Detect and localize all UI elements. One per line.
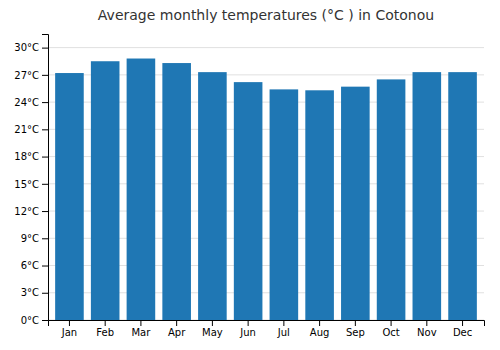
tick-mark [42, 48, 48, 49]
tick-mark [248, 320, 249, 326]
chart: 0°C 3°C 6°C 9°C 12°C 15°C 18°C 21°C 24°C 27°C 30°C… [0, 0, 500, 350]
tick-mark [42, 293, 48, 294]
tick: Jan [61, 320, 77, 338]
tick-mark [391, 320, 392, 326]
tick-label: 3°C [21, 287, 39, 298]
tick: 30°C [14, 42, 48, 53]
tick-mark [42, 266, 48, 267]
bars [55, 59, 477, 320]
bar [234, 82, 263, 320]
tick-label: 0°C [21, 315, 39, 326]
tick-mark [212, 320, 213, 326]
bar [198, 72, 227, 320]
tick: Mar [131, 320, 151, 338]
tick-mark [42, 129, 48, 130]
tick-label: 9°C [21, 233, 39, 244]
tick-mark [42, 102, 48, 103]
tick: 15°C [14, 179, 48, 190]
tick: 9°C [21, 233, 48, 244]
tick-mark [42, 75, 48, 76]
tick-label: 6°C [21, 260, 39, 271]
tick-label: 21°C [14, 124, 39, 135]
tick-mark [69, 320, 70, 326]
tick-label: 24°C [14, 97, 39, 108]
tick-label: Apr [168, 327, 186, 338]
tick: Oct [382, 320, 399, 338]
grid-line [48, 47, 484, 48]
tick-label: Mar [131, 327, 151, 338]
title: Average monthly temperatures (°C ) in Co… [98, 7, 434, 23]
tick: Jun [239, 320, 256, 338]
tick-mark [42, 157, 48, 158]
tick-mark [319, 320, 320, 326]
bar [448, 72, 477, 320]
tick-mark [42, 320, 48, 321]
bar [91, 61, 120, 320]
tick-mark [42, 238, 48, 239]
tick-mark [140, 320, 141, 326]
tick: 21°C [14, 124, 48, 135]
tick: 24°C [14, 97, 48, 108]
tick: 18°C [14, 151, 48, 162]
grid [48, 48, 484, 320]
tick-label: Sep [346, 327, 365, 338]
tick-label: Jun [239, 327, 256, 338]
tick-label: 30°C [14, 42, 39, 53]
tick-label: Aug [310, 327, 330, 338]
tick-label: Feb [96, 327, 114, 338]
tick-label: 18°C [14, 151, 39, 162]
axis-line [49, 321, 485, 327]
tick-mark [105, 320, 106, 326]
tick-label: 27°C [14, 70, 39, 81]
tick-label: Oct [382, 327, 399, 338]
tick-mark [355, 320, 356, 326]
tick: 12°C [14, 206, 48, 217]
tick-mark [462, 320, 463, 326]
tick: Feb [96, 320, 114, 338]
bar [270, 89, 299, 320]
tick-label: May [202, 327, 223, 338]
tick: 6°C [21, 260, 48, 271]
tick-mark [42, 184, 48, 185]
tick: May [202, 320, 223, 338]
tick-label: Nov [417, 327, 437, 338]
bar [162, 63, 191, 320]
bar [413, 72, 442, 320]
tick-mark [176, 320, 177, 326]
y-axis: 0°C 3°C 6°C 9°C 12°C 15°C 18°C 21°C 24°C 27°C 30°C [14, 35, 48, 326]
tick-mark [283, 320, 284, 326]
tick-label: Jul [277, 327, 290, 338]
bar [377, 79, 406, 320]
bar [341, 87, 370, 320]
bar [127, 59, 156, 320]
axis-line [42, 35, 49, 321]
tick: Apr [168, 320, 186, 338]
tick: Aug [310, 320, 330, 338]
tick: 3°C [21, 287, 48, 298]
tick: 27°C [14, 70, 48, 81]
x-axis: Jan Feb Mar Apr May Jun Jul Aug Sep Oct Nov Dec [49, 320, 485, 338]
bar [305, 90, 334, 320]
tick: Dec [453, 320, 472, 338]
tick-label: 15°C [14, 179, 39, 190]
tick: Sep [346, 320, 365, 338]
bar [55, 73, 84, 320]
tick: Jul [277, 320, 290, 338]
tick: Nov [417, 320, 437, 338]
tick-mark [42, 211, 48, 212]
tick: 0°C [21, 315, 48, 326]
tick-label: Jan [61, 327, 77, 338]
tick-mark [426, 320, 427, 326]
tick-label: Dec [453, 327, 472, 338]
tick-label: 12°C [14, 206, 39, 217]
